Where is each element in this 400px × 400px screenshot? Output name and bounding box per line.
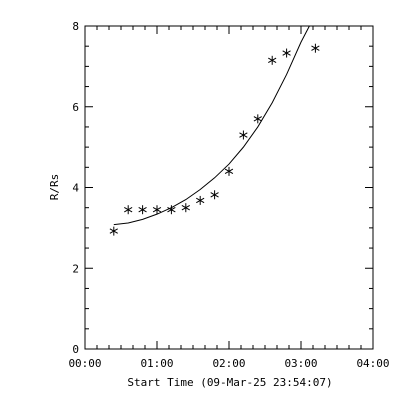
x-axis-title: Start Time (09-Mar-25 23:54:07) bbox=[127, 376, 332, 389]
data-point bbox=[167, 205, 176, 215]
x-tick-label: 00:00 bbox=[68, 357, 101, 370]
data-point bbox=[311, 43, 320, 53]
marker-stroke bbox=[109, 228, 118, 234]
data-point bbox=[181, 203, 190, 213]
y-tick-label: 4 bbox=[72, 182, 79, 195]
marker-stroke bbox=[152, 207, 162, 213]
y-tick-label: 8 bbox=[72, 20, 79, 33]
fit-curve-layer bbox=[113, 25, 310, 226]
data-point bbox=[253, 114, 262, 124]
marker-stroke bbox=[181, 205, 190, 211]
marker-stroke bbox=[311, 45, 320, 51]
x-tick-label: 01:00 bbox=[140, 357, 173, 370]
marker-stroke bbox=[210, 192, 219, 198]
data-points bbox=[109, 43, 320, 236]
plot-border bbox=[84, 25, 374, 350]
data-point bbox=[109, 226, 118, 236]
y-tick-label: 2 bbox=[72, 262, 79, 275]
plot-frame bbox=[84, 25, 374, 350]
fit-curve bbox=[113, 25, 310, 226]
x-tick-label: 03:00 bbox=[284, 357, 317, 370]
data-point bbox=[282, 48, 291, 58]
data-point bbox=[268, 55, 277, 65]
marker-stroke bbox=[196, 197, 205, 204]
marker-stroke bbox=[138, 207, 147, 213]
data-point bbox=[138, 205, 147, 215]
data-point bbox=[210, 190, 219, 200]
y-tick-label: 0 bbox=[72, 343, 79, 356]
y-axis-title: R/Rs bbox=[48, 174, 61, 201]
marker-stroke bbox=[124, 207, 133, 213]
marker-stroke bbox=[167, 207, 176, 213]
data-point bbox=[124, 205, 133, 215]
y-tick-label: 6 bbox=[72, 101, 79, 114]
x-axis: 00:00 01:00 02:00 03:00 04:00 bbox=[68, 26, 390, 370]
marker-stroke bbox=[239, 132, 248, 138]
data-point bbox=[239, 130, 248, 140]
data-point bbox=[224, 166, 234, 176]
marker-stroke bbox=[282, 50, 291, 56]
y-axis: 0 2 4 6 8 bbox=[72, 20, 373, 356]
marker-stroke bbox=[268, 57, 277, 64]
marker-stroke bbox=[224, 168, 234, 175]
data-point bbox=[196, 195, 205, 205]
x-tick-label: 02:00 bbox=[212, 357, 245, 370]
x-tick-label: 04:00 bbox=[356, 357, 389, 370]
marker-stroke bbox=[253, 116, 262, 122]
data-point bbox=[152, 205, 162, 215]
